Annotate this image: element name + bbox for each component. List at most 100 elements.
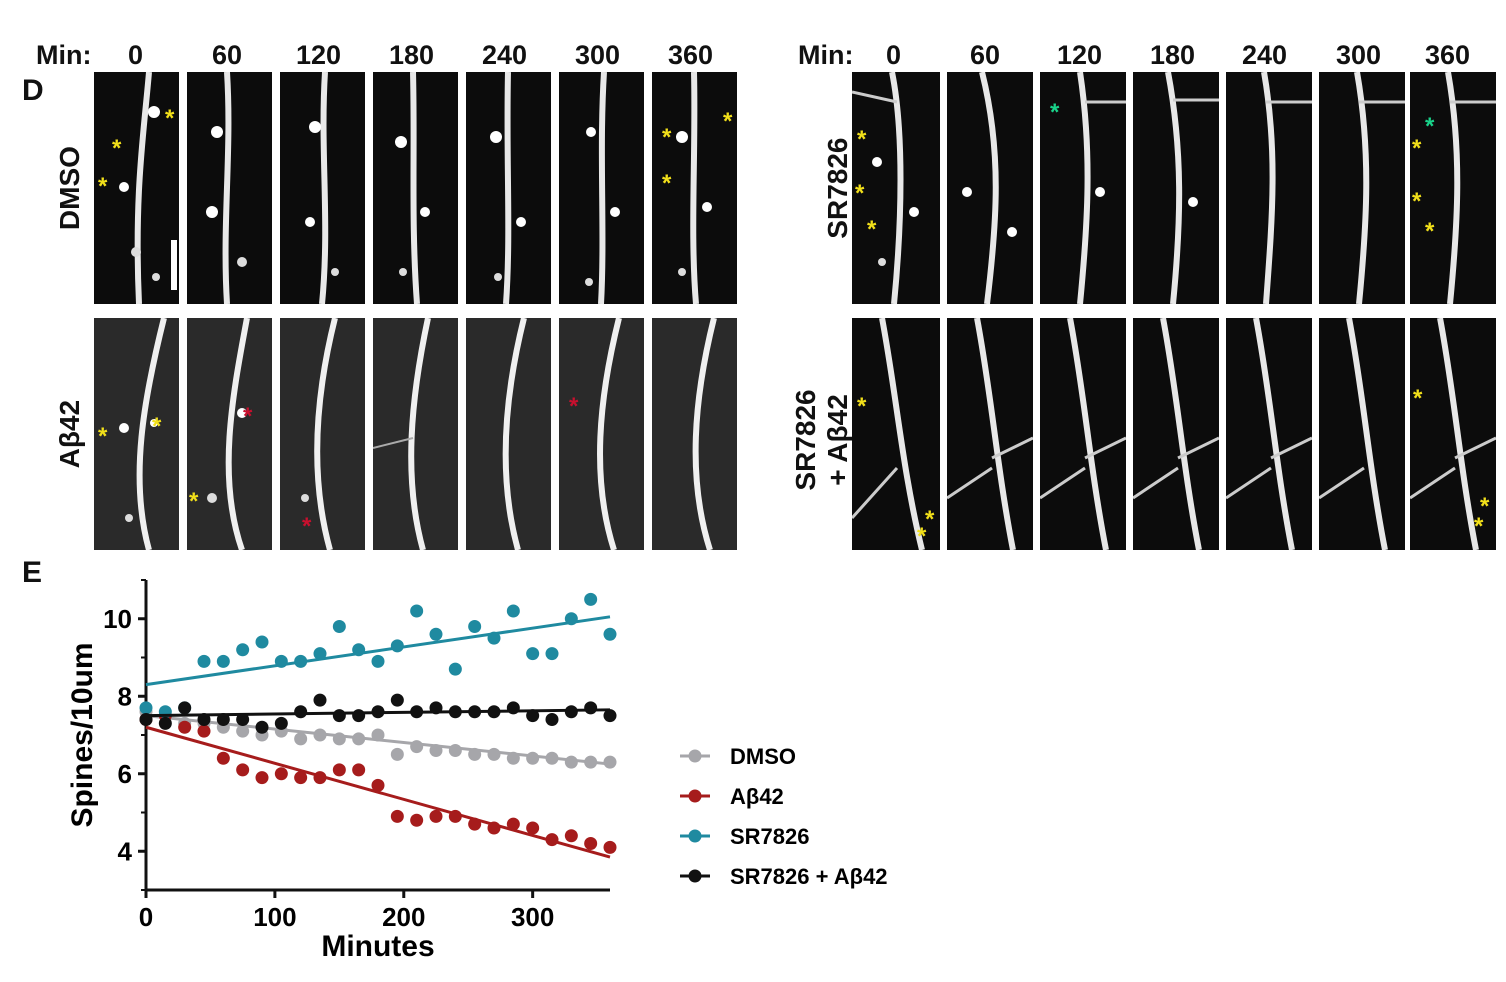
data-point [332, 763, 346, 777]
data-point [255, 635, 269, 649]
row-label-sr-abeta-line1: SR7826 [790, 389, 821, 491]
right-time-0: 0 [886, 40, 902, 70]
right-time-240: 240 [1242, 40, 1288, 70]
row-label-dmso: DMSO [53, 146, 85, 231]
micrograph-sr-abeta-120 [1040, 318, 1126, 550]
data-point [584, 755, 598, 769]
left-time-180: 180 [389, 40, 435, 70]
left-time-60: 60 [212, 40, 243, 70]
data-point [236, 643, 250, 657]
micrograph-dmso-180 [373, 72, 458, 304]
data-point [410, 604, 424, 618]
data-point [216, 713, 230, 726]
data-point [313, 693, 327, 707]
star-marker: * [857, 393, 867, 420]
data-point [603, 709, 617, 723]
micrograph-abeta-180 [373, 318, 458, 550]
star-marker: * [1474, 513, 1484, 540]
panel-d-letter: D [22, 74, 44, 107]
data-point [313, 728, 327, 742]
micrograph-sr-abeta-240 [1226, 318, 1312, 550]
data-point [352, 643, 366, 657]
trend-line-2 [145, 615, 611, 687]
star-marker: * [1480, 493, 1490, 520]
data-point [390, 693, 404, 707]
micrograph-dmso-0 [94, 72, 179, 304]
data-point [545, 833, 559, 847]
panel-e-letter: E [22, 556, 43, 589]
data-point [487, 705, 501, 719]
data-point [410, 705, 424, 719]
data-point [255, 771, 269, 785]
scale-bar [171, 240, 177, 290]
data-point [526, 647, 540, 661]
data-point [584, 837, 598, 850]
data-point [197, 654, 211, 668]
star-marker: * [917, 523, 927, 550]
data-point [139, 713, 153, 726]
legend-label: SR7826 + Aβ42 [730, 864, 888, 889]
star-marker: * [1413, 385, 1423, 412]
micrograph-sr-360 [1410, 72, 1496, 304]
micrograph-abeta-240 [466, 318, 551, 550]
micrograph-abeta-60 [187, 318, 272, 550]
data-point [526, 709, 540, 723]
left-time-300: 300 [575, 40, 621, 70]
x-tick-label: 200 [382, 902, 425, 932]
data-point [216, 751, 230, 765]
data-point [236, 724, 250, 738]
data-point [506, 751, 520, 765]
micrograph-sr-abeta-180 [1133, 318, 1219, 550]
data-point [410, 813, 424, 827]
data-point [468, 747, 482, 761]
left-min-label: Min: [36, 40, 92, 70]
star-marker: * [855, 180, 865, 207]
data-point [390, 639, 404, 653]
star-marker: * [1425, 218, 1435, 245]
data-point [352, 732, 366, 746]
row-label-sr: SR7826 [821, 137, 853, 239]
data-point [487, 747, 501, 761]
star-marker: * [867, 216, 877, 243]
data-point [429, 809, 443, 823]
y-tick-label: 6 [118, 759, 132, 789]
data-point [468, 620, 482, 633]
micrograph-sr-0 [852, 72, 940, 304]
star-marker: * [662, 170, 672, 197]
left-time-0: 0 [128, 40, 144, 70]
micrograph-abeta-360 [652, 318, 737, 550]
data-point [506, 701, 520, 715]
star-marker: * [98, 173, 108, 200]
data-point [429, 744, 443, 757]
left-time-360: 360 [668, 40, 714, 70]
data-point [294, 732, 308, 746]
data-point [545, 647, 559, 661]
data-point [448, 809, 462, 823]
micrograph-sr-300 [1319, 72, 1405, 304]
data-point [216, 654, 230, 668]
data-point [603, 627, 617, 641]
data-point [371, 705, 385, 719]
data-point [564, 755, 578, 769]
data-point [236, 713, 250, 726]
row-label-abeta: Aβ42 [53, 399, 85, 469]
y-tick-label: 10 [103, 604, 132, 634]
data-point [197, 724, 211, 738]
micrograph-sr-60 [947, 72, 1033, 304]
legend-label: SR7826 [730, 824, 810, 849]
legend-marker [688, 749, 702, 763]
legend-marker [688, 829, 702, 843]
micrograph-sr-abeta-0 [852, 318, 940, 550]
micrograph-sr-240 [1226, 72, 1312, 304]
star-marker: * [857, 126, 867, 153]
micrograph-abeta-120 [280, 318, 365, 550]
data-point [158, 716, 172, 730]
data-point [197, 713, 211, 726]
data-point [564, 612, 578, 626]
star-marker: * [152, 413, 162, 440]
micrograph-sr-120 [1040, 72, 1126, 304]
data-point [468, 817, 482, 831]
data-point [448, 662, 462, 676]
data-point [371, 728, 385, 742]
